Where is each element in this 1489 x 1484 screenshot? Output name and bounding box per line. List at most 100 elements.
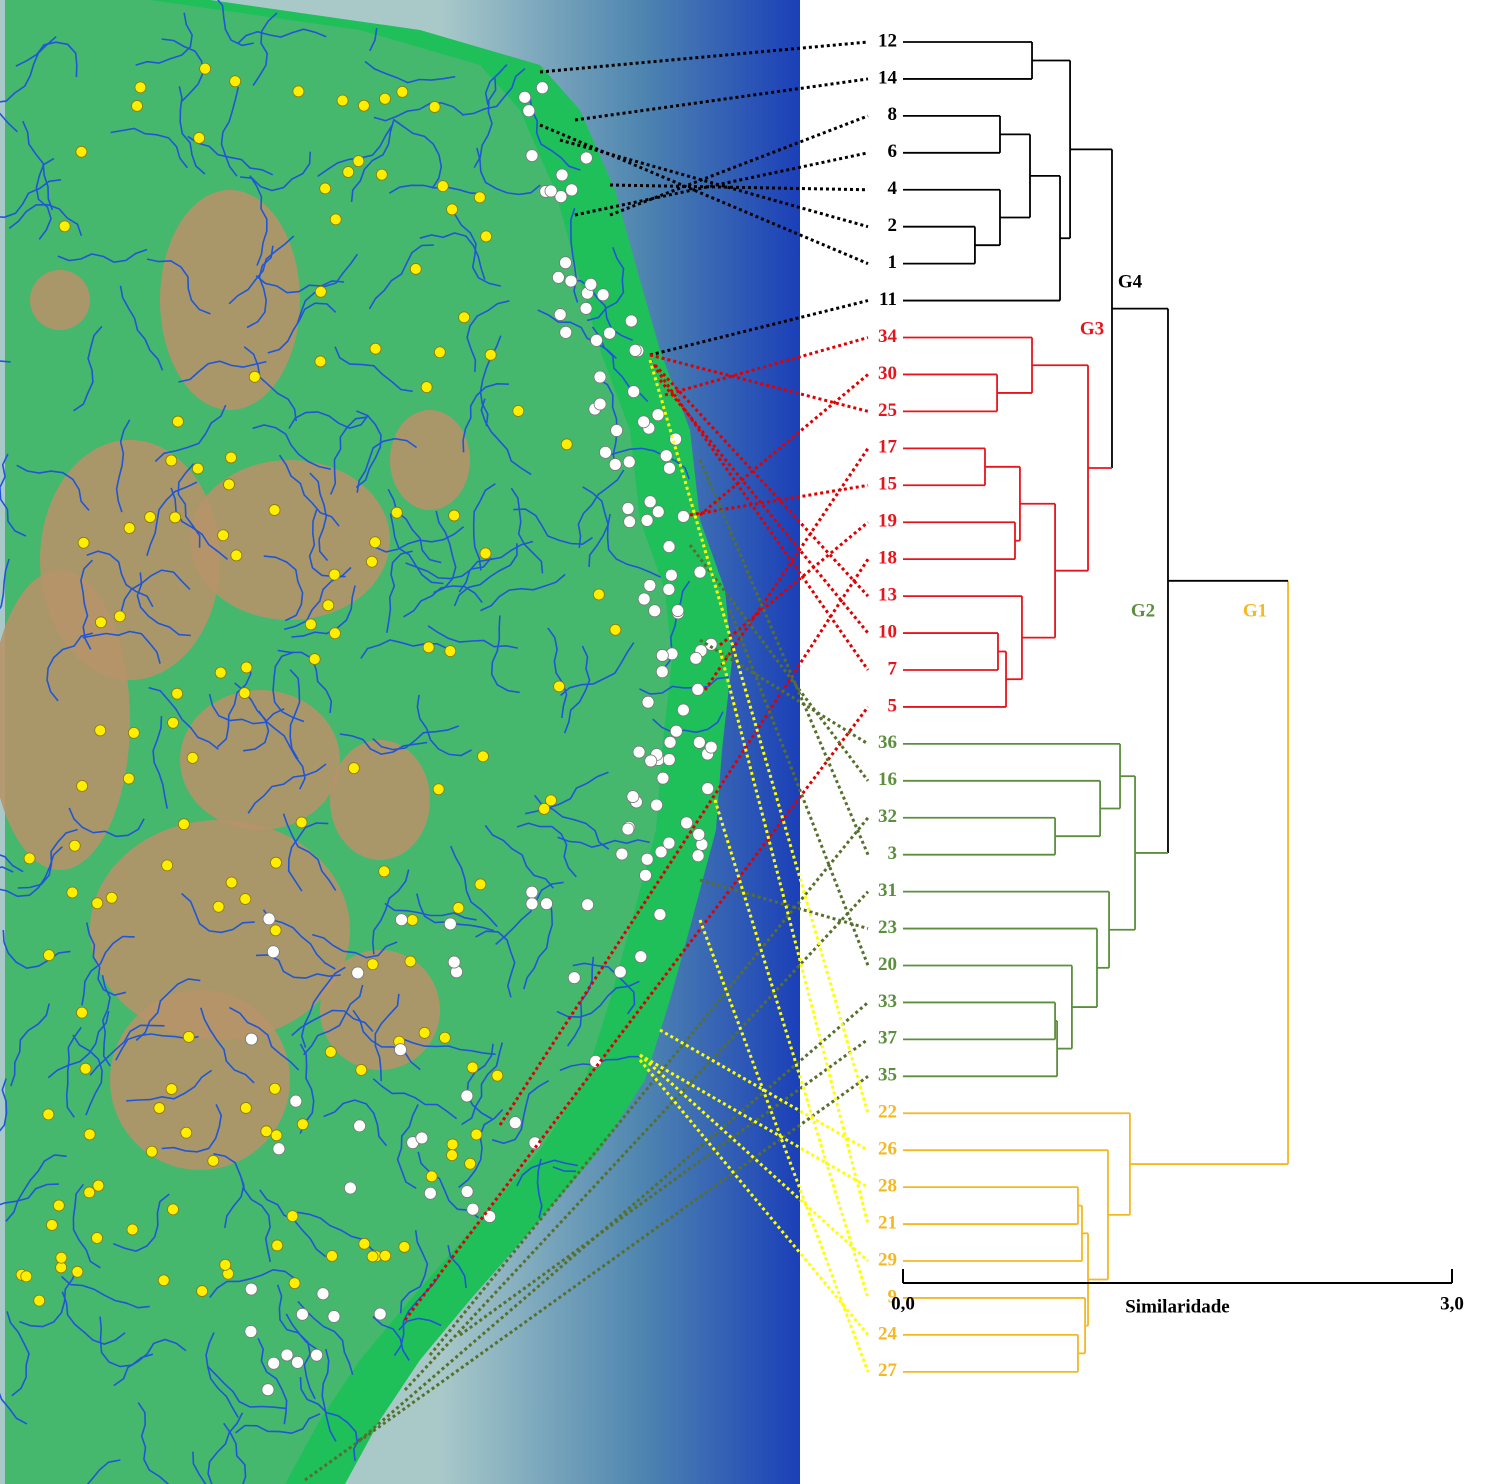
leaf-label: 25 (878, 400, 897, 421)
yellow-site (269, 505, 280, 516)
yellow-site (367, 1251, 378, 1262)
yellow-site (67, 887, 78, 898)
leaf-label: 32 (878, 806, 897, 827)
white-site (296, 1308, 308, 1320)
white-site (649, 605, 661, 617)
leaf-label: 22 (878, 1102, 897, 1123)
yellow-site (380, 1250, 391, 1261)
white-site (311, 1349, 323, 1361)
white-site (693, 736, 705, 748)
white-site (692, 850, 704, 862)
leaf-label: 27 (878, 1360, 898, 1381)
white-site (580, 152, 592, 164)
yellow-site (379, 93, 390, 104)
yellow-site (447, 1150, 458, 1161)
yellow-site (289, 1278, 300, 1289)
yellow-site (610, 624, 621, 635)
yellow-site (187, 752, 198, 763)
white-site (395, 914, 407, 926)
white-site (693, 828, 705, 840)
yellow-site (391, 507, 402, 518)
leaf-label: 37 (878, 1028, 898, 1049)
yellow-site (337, 95, 348, 106)
white-site (629, 344, 641, 356)
white-site (552, 271, 564, 283)
white-site (354, 1120, 366, 1132)
yellow-site (76, 146, 87, 157)
white-site (245, 1326, 257, 1338)
upland (180, 690, 340, 830)
yellow-site (407, 915, 418, 926)
leaf-label: 18 (878, 548, 897, 569)
white-site (273, 1143, 285, 1155)
yellow-site (269, 1083, 280, 1094)
yellow-site (475, 879, 486, 890)
white-site (509, 1117, 521, 1129)
yellow-site (429, 101, 440, 112)
leaf-label: 35 (878, 1065, 897, 1086)
yellow-site (215, 667, 226, 678)
white-site (690, 652, 702, 664)
yellow-site (172, 416, 183, 427)
yellow-site (170, 512, 181, 523)
yellow-site (124, 523, 135, 534)
yellow-site (218, 530, 229, 541)
upland (30, 270, 90, 330)
x-tick-label: 3,0 (1440, 1293, 1464, 1314)
yellow-site (95, 617, 106, 628)
leaf-label: 30 (878, 363, 897, 384)
yellow-site (43, 1109, 54, 1120)
white-site (594, 371, 606, 383)
white-site (609, 458, 621, 470)
yellow-site (370, 537, 381, 548)
yellow-site (467, 1062, 478, 1073)
yellow-site (353, 156, 364, 167)
yellow-site (320, 183, 331, 194)
group-label: G4 (1118, 271, 1143, 292)
yellow-site (474, 192, 485, 203)
white-site (526, 886, 538, 898)
yellow-site (445, 646, 456, 657)
yellow-site (166, 1084, 177, 1095)
white-site (614, 966, 626, 978)
white-site (622, 823, 634, 835)
white-site (560, 326, 572, 338)
yellow-site (399, 1241, 410, 1252)
yellow-site (447, 204, 458, 215)
yellow-site (213, 901, 224, 912)
leaf-label: 14 (878, 67, 898, 88)
yellow-site (459, 312, 470, 323)
group-label: G3 (1080, 318, 1104, 339)
white-site (664, 736, 676, 748)
yellow-site (162, 860, 173, 871)
white-site (416, 1132, 428, 1144)
white-site (657, 772, 669, 784)
leaf-label: 10 (878, 621, 897, 642)
yellow-site (405, 956, 416, 967)
white-site (590, 1055, 602, 1067)
yellow-site (91, 1232, 102, 1243)
white-site (597, 289, 609, 301)
yellow-site (181, 1127, 192, 1138)
yellow-site (480, 548, 491, 559)
yellow-site (272, 1240, 283, 1251)
white-site (670, 725, 682, 737)
white-site (638, 416, 650, 428)
yellow-site (77, 781, 88, 792)
white-site (526, 898, 538, 910)
leaf-label: 20 (878, 954, 897, 975)
yellow-site (84, 1129, 95, 1140)
white-site (663, 837, 675, 849)
yellow-site (329, 628, 340, 639)
yellow-site (145, 512, 156, 523)
yellow-site (197, 1286, 208, 1297)
white-site (656, 666, 668, 678)
yellow-site (114, 611, 125, 622)
white-site (677, 510, 689, 522)
yellow-site (223, 479, 234, 490)
leaf-label: 19 (878, 511, 897, 532)
yellow-site (323, 600, 334, 611)
white-site (654, 909, 666, 921)
yellow-site (287, 1211, 298, 1222)
yellow-site (593, 589, 604, 600)
